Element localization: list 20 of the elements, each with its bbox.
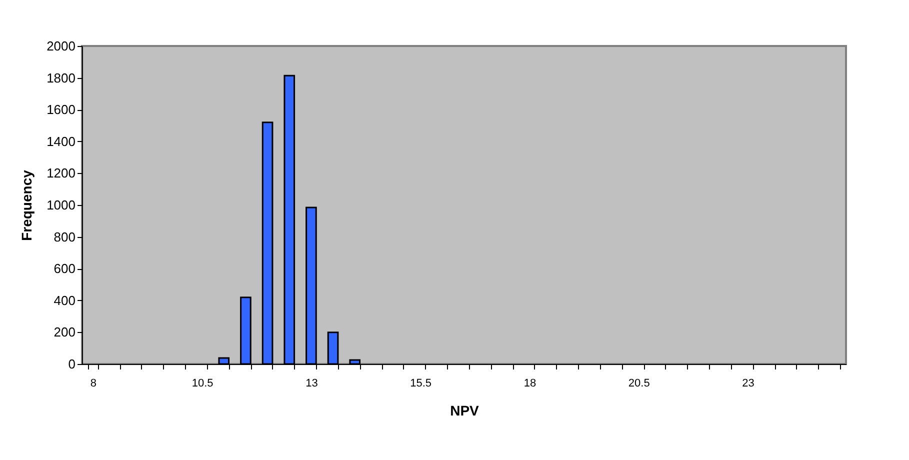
x-tick-label: 18 [524,378,536,390]
x-tick-label: 20.5 [628,378,650,390]
y-tick-label: 1400 [46,134,76,149]
y-tick-label: 1200 [46,166,76,181]
y-axis-title: Frequency [18,170,35,241]
y-tick-label: 1800 [46,70,76,86]
y-tick-label: 1000 [46,198,76,212]
y-tick-label: 2000 [46,38,76,54]
x-tick-label: 15.5 [410,378,432,390]
x-tick-label: 13 [306,378,318,390]
y-tick-label: 0 [68,356,76,372]
y-tick-label: 400 [54,292,76,308]
x-tick-label: 10.5 [192,378,214,390]
x-tick-label: 8 [90,378,96,390]
y-tick-label: 1600 [46,102,76,118]
y-tick-label: 800 [54,229,76,244]
y-tick-label: 600 [54,261,76,276]
x-tick-label: 23 [742,378,754,390]
y-tick-label: 200 [54,324,76,340]
x-axis-title: NPV [450,402,480,418]
